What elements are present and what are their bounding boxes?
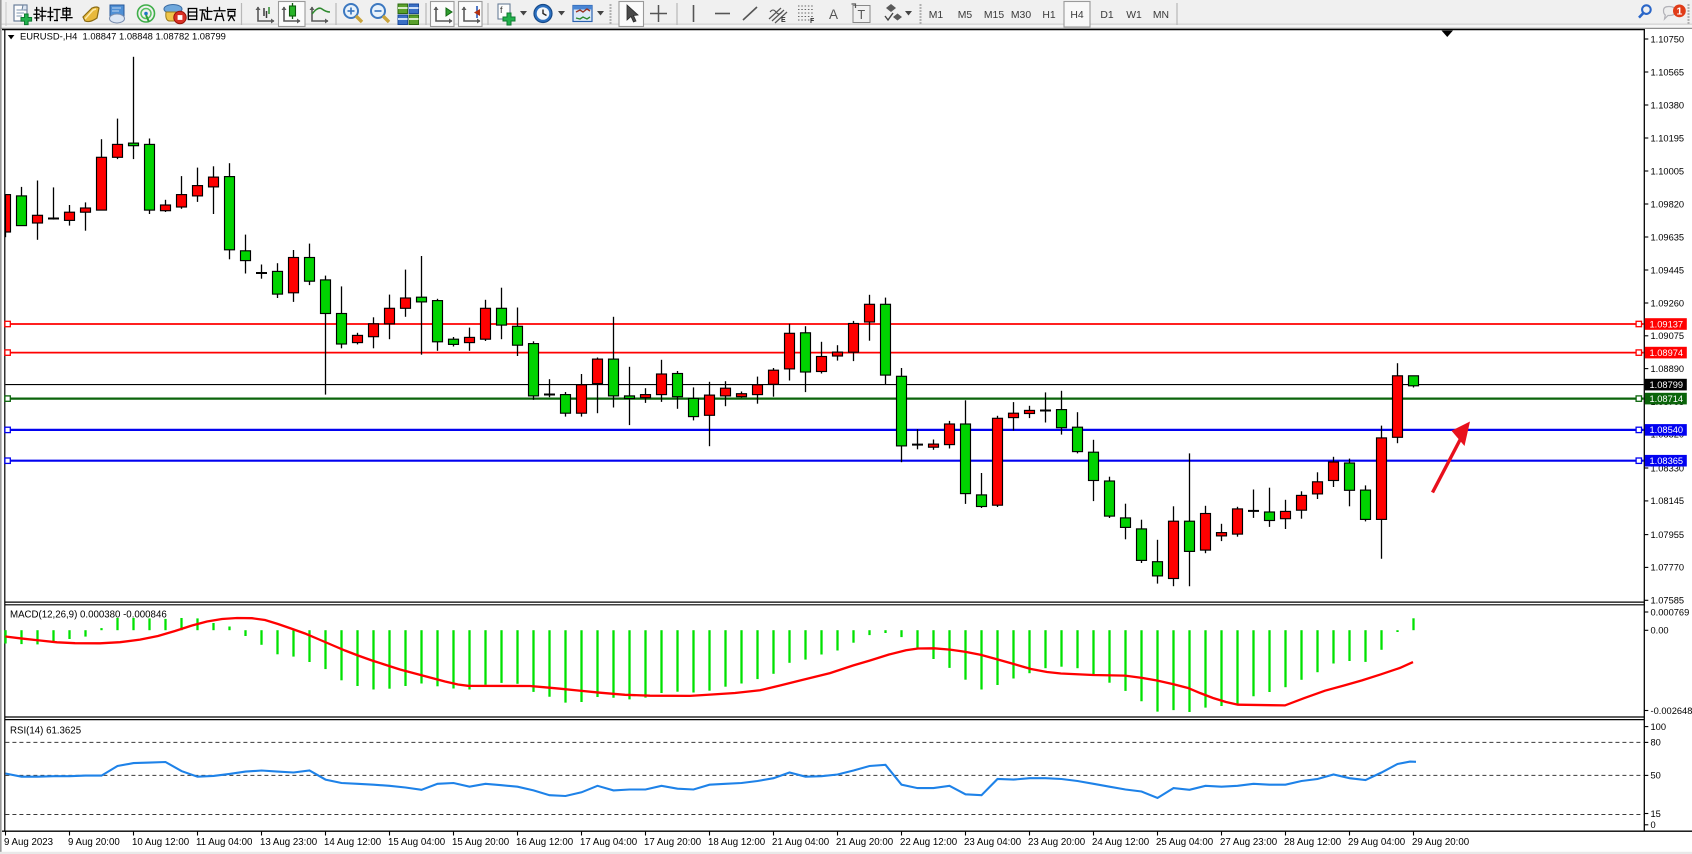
svg-text:9 Aug 2023: 9 Aug 2023	[4, 837, 53, 848]
svg-text:1.08799: 1.08799	[1650, 380, 1684, 390]
svg-text:15 Aug 04:00: 15 Aug 04:00	[388, 837, 446, 848]
svg-text:1.07585: 1.07585	[1651, 596, 1685, 606]
svg-text:18 Aug 12:00: 18 Aug 12:00	[708, 837, 766, 848]
svg-text:MACD(12,26,9) 0.000380 -0.0008: MACD(12,26,9) 0.000380 -0.000846	[10, 610, 167, 621]
svg-text:17 Aug 04:00: 17 Aug 04:00	[580, 837, 638, 848]
svg-text:27 Aug 23:00: 27 Aug 23:00	[1220, 837, 1278, 848]
svg-text:M1: M1	[929, 10, 944, 21]
svg-text:50: 50	[1651, 771, 1661, 781]
svg-text:0.00: 0.00	[1651, 626, 1669, 636]
svg-text:1.08145: 1.08145	[1651, 496, 1685, 506]
svg-text:29 Aug 20:00: 29 Aug 20:00	[1412, 837, 1470, 848]
svg-text:80: 80	[1651, 738, 1661, 748]
svg-text:10 Aug 12:00: 10 Aug 12:00	[132, 837, 190, 848]
svg-text:17 Aug 20:00: 17 Aug 20:00	[644, 837, 702, 848]
svg-text:1.10005: 1.10005	[1651, 166, 1685, 176]
svg-text:1.10195: 1.10195	[1651, 133, 1685, 143]
svg-text:29 Aug 04:00: 29 Aug 04:00	[1348, 837, 1406, 848]
svg-text:1.08974: 1.08974	[1650, 348, 1684, 358]
svg-text:1.08540: 1.08540	[1650, 425, 1684, 435]
svg-text:EURUSD-,H4 1.08847 1.08848 1.: EURUSD-,H4 1.08847 1.08848 1.08782 1.087…	[20, 31, 226, 42]
svg-text:W1: W1	[1126, 10, 1142, 21]
svg-text:H1: H1	[1042, 10, 1056, 21]
svg-text:1.09635: 1.09635	[1651, 232, 1685, 242]
svg-text:1.10380: 1.10380	[1651, 100, 1685, 110]
svg-text:25 Aug 04:00: 25 Aug 04:00	[1156, 837, 1214, 848]
svg-text:21 Aug 04:00: 21 Aug 04:00	[772, 837, 830, 848]
svg-text:22 Aug 12:00: 22 Aug 12:00	[900, 837, 958, 848]
svg-text:D1: D1	[1100, 10, 1114, 21]
svg-text:1.08890: 1.08890	[1651, 364, 1685, 374]
svg-text:RSI(14) 61.3625: RSI(14) 61.3625	[10, 726, 81, 737]
svg-text:1.09820: 1.09820	[1651, 199, 1685, 209]
svg-text:1.09075: 1.09075	[1651, 331, 1685, 341]
svg-text:1.07770: 1.07770	[1651, 563, 1685, 573]
svg-text:0.000769: 0.000769	[1651, 607, 1690, 617]
svg-text:1.08714: 1.08714	[1650, 394, 1684, 404]
svg-text:1.10565: 1.10565	[1651, 67, 1685, 77]
svg-text:M15: M15	[984, 10, 1004, 21]
svg-text:23 Aug 20:00: 23 Aug 20:00	[1028, 837, 1086, 848]
svg-text:24 Aug 12:00: 24 Aug 12:00	[1092, 837, 1150, 848]
svg-text:11 Aug 04:00: 11 Aug 04:00	[196, 837, 253, 848]
svg-text:100: 100	[1651, 722, 1667, 732]
svg-text:13 Aug 23:00: 13 Aug 23:00	[260, 837, 318, 848]
svg-text:F: F	[810, 18, 815, 25]
svg-text:E: E	[781, 17, 786, 24]
svg-text:MN: MN	[1153, 10, 1169, 21]
svg-text:1.08330: 1.08330	[1651, 463, 1685, 473]
svg-text:14 Aug 12:00: 14 Aug 12:00	[324, 837, 382, 848]
svg-text:21 Aug 20:00: 21 Aug 20:00	[836, 837, 894, 848]
svg-text:1.09445: 1.09445	[1651, 265, 1685, 275]
svg-text:1.09137: 1.09137	[1650, 319, 1684, 329]
svg-text:1.07955: 1.07955	[1651, 530, 1685, 540]
svg-text:-0.002648: -0.002648	[1651, 706, 1692, 716]
svg-text:0: 0	[1651, 820, 1656, 830]
svg-text:15: 15	[1651, 809, 1661, 819]
svg-text:M30: M30	[1011, 10, 1031, 21]
svg-text:1.08365: 1.08365	[1650, 456, 1684, 466]
svg-text:H4: H4	[1070, 10, 1084, 21]
svg-text:A: A	[829, 7, 838, 22]
svg-text:28 Aug 12:00: 28 Aug 12:00	[1284, 837, 1342, 848]
svg-text:15 Aug 20:00: 15 Aug 20:00	[452, 837, 510, 848]
svg-text:23 Aug 04:00: 23 Aug 04:00	[964, 837, 1022, 848]
svg-text:1.09260: 1.09260	[1651, 298, 1685, 308]
svg-text:16 Aug 12:00: 16 Aug 12:00	[516, 837, 574, 848]
svg-text:9 Aug 20:00: 9 Aug 20:00	[68, 837, 120, 848]
svg-text:M5: M5	[958, 10, 973, 21]
svg-text:1: 1	[1676, 5, 1682, 17]
svg-text:T: T	[858, 8, 866, 22]
svg-text:f: f	[500, 5, 503, 15]
svg-text:1.10750: 1.10750	[1651, 34, 1685, 44]
